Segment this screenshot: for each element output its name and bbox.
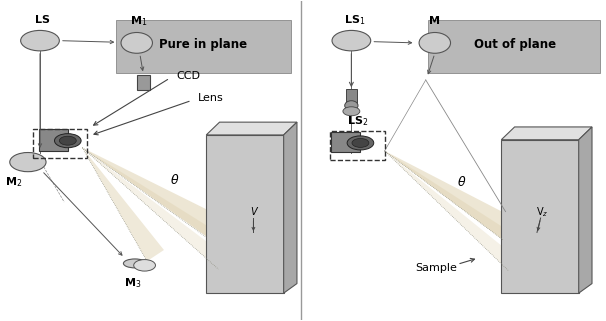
Polygon shape: [385, 151, 527, 240]
FancyBboxPatch shape: [428, 20, 601, 73]
Text: V$_z$: V$_z$: [536, 205, 548, 219]
Text: Pure in plane: Pure in plane: [159, 38, 247, 51]
Text: Sample: Sample: [415, 263, 457, 273]
Text: V: V: [250, 207, 257, 217]
Circle shape: [347, 136, 374, 150]
Polygon shape: [206, 135, 284, 293]
Text: M$_1$: M$_1$: [130, 14, 147, 28]
Circle shape: [352, 138, 369, 147]
Polygon shape: [82, 148, 164, 261]
Circle shape: [55, 134, 81, 148]
Text: M: M: [429, 16, 441, 26]
Bar: [137, 74, 150, 90]
Circle shape: [10, 152, 46, 172]
Circle shape: [332, 30, 371, 51]
Text: θ: θ: [171, 174, 179, 187]
Text: LS$_1$: LS$_1$: [344, 13, 365, 27]
Text: CCD: CCD: [176, 71, 200, 81]
Text: θ: θ: [458, 176, 465, 189]
Polygon shape: [501, 127, 592, 140]
Bar: [39, 129, 68, 151]
Text: Out of plane: Out of plane: [473, 38, 556, 51]
Bar: [33, 128, 87, 158]
Bar: [346, 89, 357, 104]
Polygon shape: [385, 151, 508, 240]
FancyBboxPatch shape: [116, 20, 291, 73]
Polygon shape: [579, 127, 592, 293]
Circle shape: [59, 136, 76, 145]
Circle shape: [21, 30, 59, 51]
Circle shape: [134, 260, 156, 271]
Polygon shape: [501, 140, 579, 293]
Ellipse shape: [121, 32, 153, 53]
Polygon shape: [385, 151, 521, 271]
Text: M$_2$: M$_2$: [5, 175, 22, 189]
Ellipse shape: [124, 259, 147, 268]
Ellipse shape: [419, 32, 450, 53]
Circle shape: [343, 107, 360, 116]
Polygon shape: [284, 122, 297, 293]
Text: M$_3$: M$_3$: [124, 277, 141, 291]
Polygon shape: [206, 122, 297, 135]
Bar: [330, 131, 385, 160]
Ellipse shape: [345, 101, 358, 110]
Text: LS: LS: [35, 15, 50, 25]
Polygon shape: [82, 148, 230, 237]
Polygon shape: [82, 148, 230, 269]
Bar: [331, 132, 360, 152]
Polygon shape: [82, 148, 207, 237]
Text: LS$_2$: LS$_2$: [347, 114, 368, 128]
Text: Lens: Lens: [198, 93, 224, 103]
